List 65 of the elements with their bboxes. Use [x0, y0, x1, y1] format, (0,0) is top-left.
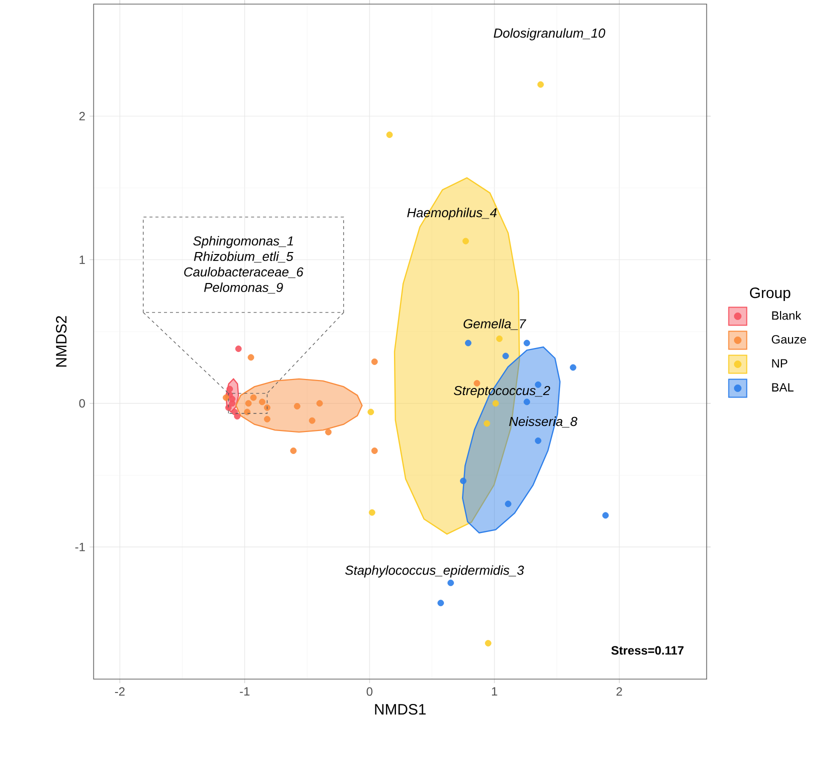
annotation: Stress=0.117 — [611, 646, 684, 655]
point — [496, 336, 503, 342]
x-tick-label: 0 — [366, 687, 372, 696]
point — [464, 340, 472, 346]
point — [524, 340, 530, 346]
point — [504, 500, 512, 508]
point — [484, 640, 492, 647]
x-tick-label: 2 — [616, 687, 622, 696]
point — [492, 400, 499, 407]
point — [234, 413, 240, 420]
point — [484, 420, 490, 427]
legend-label: NP — [772, 359, 788, 368]
point — [386, 132, 393, 138]
point — [258, 398, 266, 406]
point — [438, 600, 444, 606]
point — [368, 509, 376, 516]
point — [448, 580, 454, 586]
point — [316, 400, 323, 407]
point — [371, 358, 378, 366]
annotation: Staphylococcus_epidermidis_3 — [345, 566, 524, 578]
annotation: Sphingomonas_1 — [193, 236, 293, 248]
point — [325, 429, 332, 436]
point — [264, 404, 270, 412]
point — [235, 346, 242, 352]
point — [502, 352, 509, 360]
point — [602, 512, 609, 519]
point — [524, 398, 530, 406]
y-axis-title: NMDS2 — [56, 316, 67, 367]
annotation: Gemella_7 — [464, 319, 526, 330]
y-tick-label: 1 — [80, 256, 85, 264]
x-tick-label: -2 — [115, 687, 125, 696]
legend-title: Group — [750, 288, 790, 302]
point — [264, 416, 270, 423]
point — [537, 81, 544, 88]
x-tick-label: 1 — [492, 687, 498, 696]
point — [368, 408, 374, 416]
annotation: Caulobacteraceae_6 — [184, 267, 304, 278]
point — [534, 438, 542, 444]
point — [226, 386, 233, 392]
point — [290, 448, 297, 454]
annotation: Haemophilus_4 — [407, 208, 497, 220]
legend-label: Gauze — [772, 335, 806, 344]
point — [570, 364, 576, 371]
y-tick-label: 0 — [79, 399, 85, 408]
point — [229, 396, 236, 402]
legend-label: Blank — [772, 311, 802, 320]
annotation: Dolosigranulum_10 — [494, 28, 606, 40]
y-tick-label: 2 — [79, 112, 85, 120]
y-tick-label: -1 — [75, 543, 85, 552]
annotation: Neisseria_8 — [509, 416, 578, 428]
point — [371, 448, 378, 454]
point — [222, 394, 230, 401]
x-tick-label: -1 — [240, 687, 250, 696]
point — [245, 400, 252, 407]
point — [462, 238, 469, 244]
point — [294, 403, 300, 410]
annotation: Pelomonas_9 — [204, 282, 283, 294]
point — [308, 418, 316, 424]
point — [250, 394, 257, 401]
point — [460, 478, 466, 484]
point — [244, 408, 250, 416]
legend-label: BAL — [772, 383, 794, 392]
annotation: Rhizobium_etli_5 — [194, 252, 294, 263]
point — [248, 354, 254, 361]
x-axis-title: NMDS1 — [375, 704, 426, 715]
